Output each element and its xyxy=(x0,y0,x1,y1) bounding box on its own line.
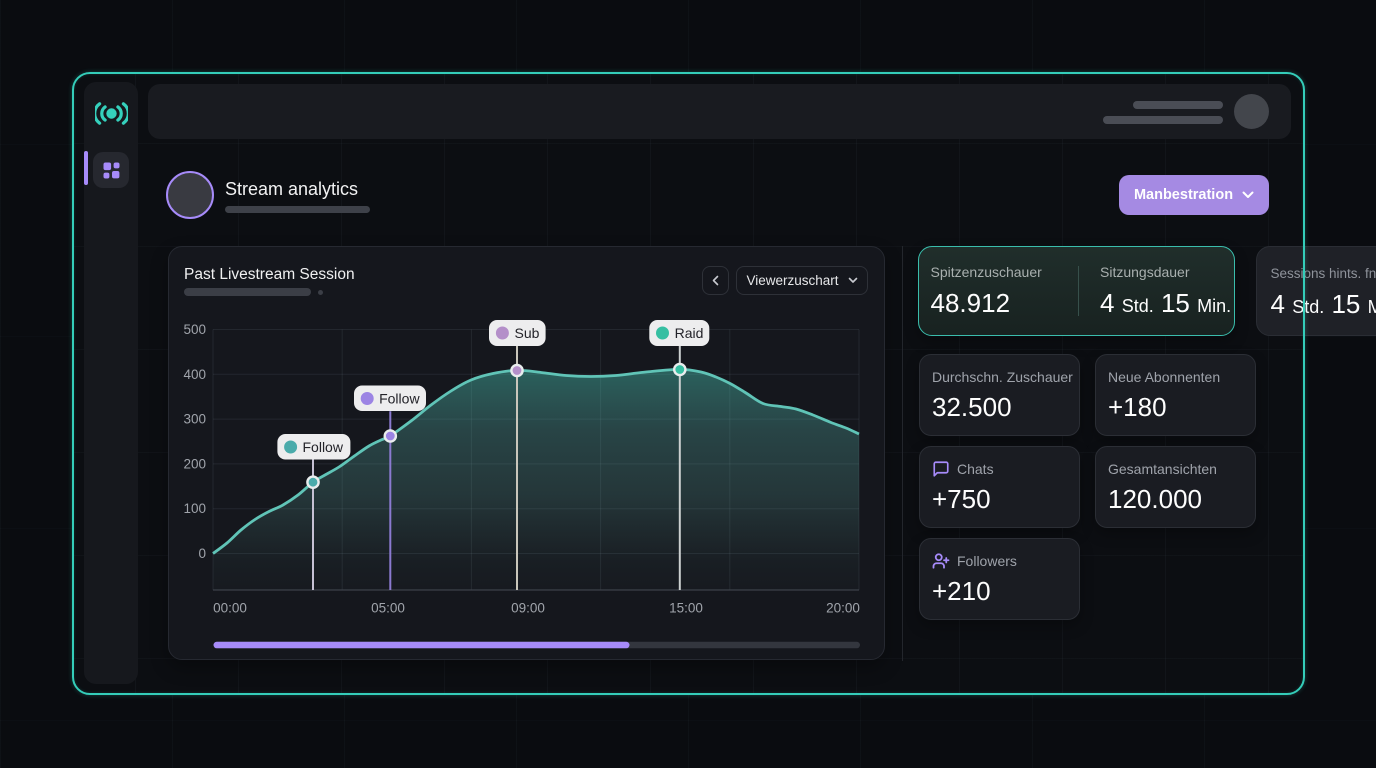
svg-text:15:00: 15:00 xyxy=(669,601,703,616)
svg-text:500: 500 xyxy=(183,322,206,337)
svg-text:Follow: Follow xyxy=(379,390,420,406)
svg-text:300: 300 xyxy=(183,412,206,427)
svg-text:Follow: Follow xyxy=(303,439,344,455)
svg-text:09:00: 09:00 xyxy=(511,601,545,616)
svg-text:20:00: 20:00 xyxy=(826,601,860,616)
svg-text:200: 200 xyxy=(183,456,206,471)
svg-text:Sub: Sub xyxy=(515,325,540,341)
svg-text:400: 400 xyxy=(183,367,206,382)
svg-text:00:00: 00:00 xyxy=(213,601,247,616)
svg-text:100: 100 xyxy=(183,501,206,516)
svg-text:0: 0 xyxy=(198,546,206,561)
svg-text:Raid: Raid xyxy=(675,325,704,341)
svg-text:05:00: 05:00 xyxy=(371,601,405,616)
